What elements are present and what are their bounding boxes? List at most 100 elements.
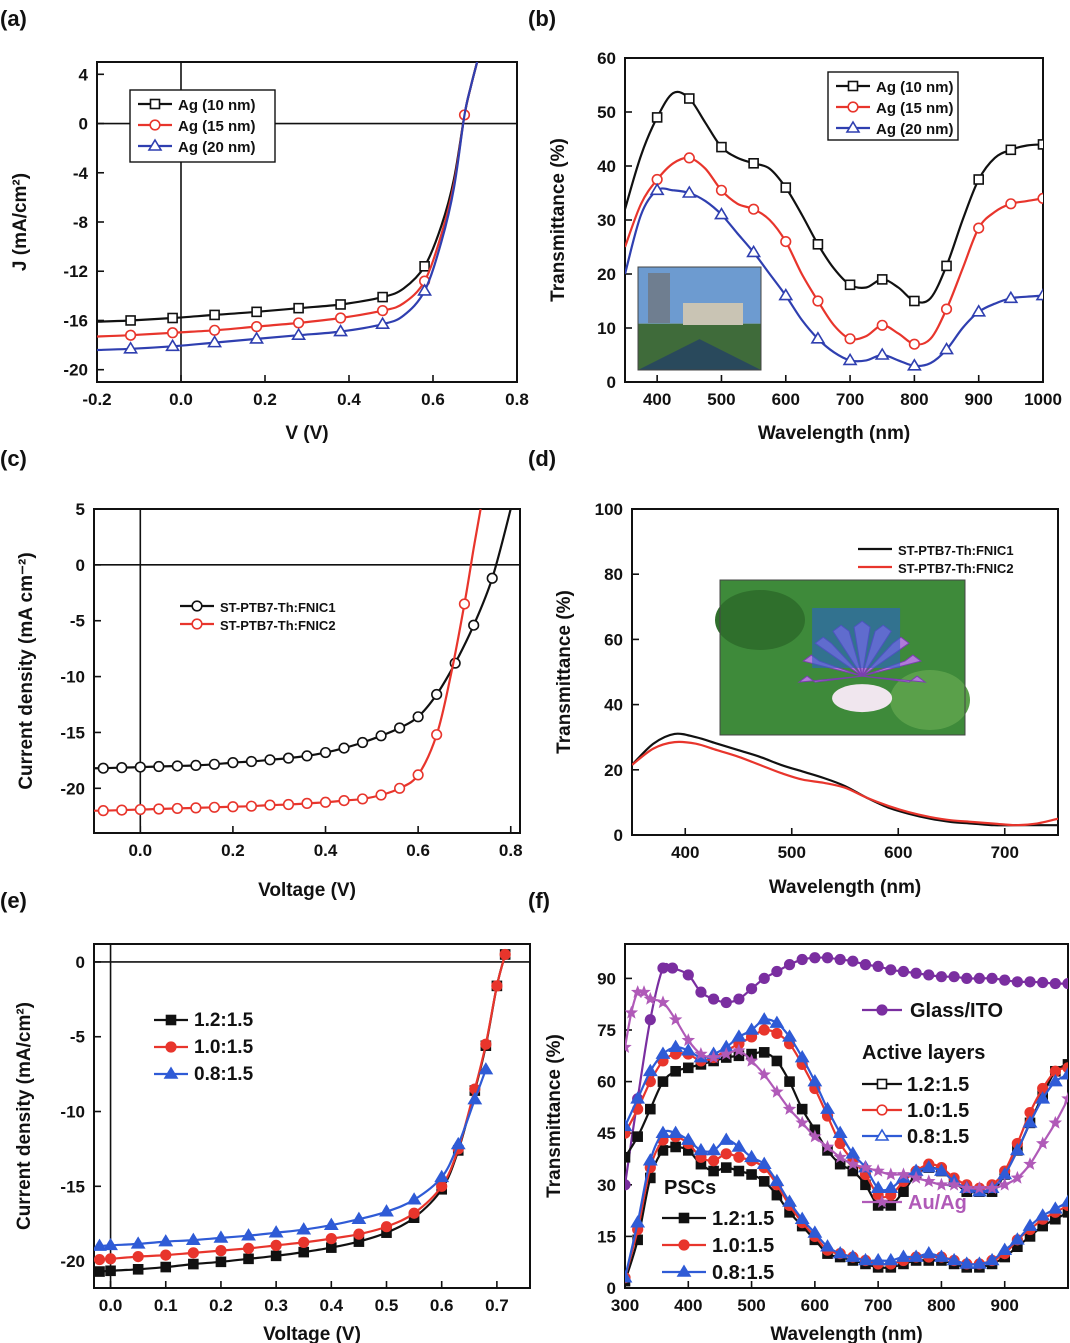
marker-square <box>149 98 161 110</box>
marker-star <box>871 1163 885 1177</box>
marker-circle <box>338 794 350 807</box>
marker-triangle <box>858 1252 873 1266</box>
marker-triangle <box>832 1125 848 1138</box>
marker-square <box>771 1055 783 1067</box>
marker-circle <box>1062 977 1068 990</box>
plot-frame <box>93 508 521 834</box>
panel-label-f: (f) <box>528 888 550 913</box>
marker-square <box>876 274 888 285</box>
marker-circle <box>282 752 295 764</box>
y-tick-label: 40 <box>597 157 616 176</box>
legend: Glass/ITO Active layers 1.2:1.5 1.0:1.5 0.8:… <box>662 1000 1003 1284</box>
marker-circle <box>97 762 109 774</box>
marker-triangle <box>794 1211 810 1224</box>
y-axis-label: Transmittance (%) <box>548 138 569 302</box>
marker-square <box>780 182 792 193</box>
x-axis-label: Wavelength (nm) <box>770 1324 922 1343</box>
marker-circle <box>187 1247 199 1259</box>
marker-triangle <box>165 338 181 352</box>
series-2 <box>94 1062 494 1251</box>
marker-triangle <box>971 1256 987 1269</box>
marker-triangle <box>746 244 762 258</box>
chart-panel-a: -0.2 0.0 0.2 0.4 0.6 0.8 -20 -16 -12 -8 -4 0 4 V (V) J… <box>10 61 529 444</box>
marker-circle <box>171 760 183 772</box>
marker-star <box>744 1053 759 1067</box>
x-tick-label: 400 <box>674 1296 702 1315</box>
y-tick-label: 5 <box>76 500 85 519</box>
marker-circle <box>1011 976 1023 988</box>
marker-triangle <box>744 1022 759 1035</box>
legend-label: Au/Ag <box>908 1192 967 1214</box>
marker-square <box>215 1256 227 1268</box>
y-tick-label: 30 <box>597 1176 616 1195</box>
panel-label-c: (c) <box>0 446 27 471</box>
y-tick-label: 4 <box>79 65 89 84</box>
marker-circle <box>245 755 258 768</box>
panel-label-a: (a) <box>0 6 27 31</box>
marker-circle <box>876 319 888 331</box>
x-tick-label: 600 <box>772 390 800 409</box>
marker-circle <box>940 303 953 315</box>
marker-circle <box>973 222 985 234</box>
x-tick-label: 0.4 <box>314 841 338 860</box>
marker-circle <box>872 960 884 972</box>
series-line <box>99 1069 487 1248</box>
series-line <box>99 954 507 1273</box>
marker-circle <box>356 793 369 805</box>
marker-star <box>934 1177 949 1191</box>
marker-triangle <box>478 1062 494 1075</box>
y-axis-label: Current density (mA/cm²) <box>14 1002 35 1230</box>
series-6 <box>625 1125 1068 1283</box>
series-2 <box>97 62 479 354</box>
marker-star <box>770 1084 784 1098</box>
legend: ST-PTB7-Th:FNIC1 ST-PTB7-Th:FNIC2 <box>858 543 1014 576</box>
y-tick-label: 60 <box>604 630 623 649</box>
marker-circle <box>209 324 221 336</box>
marker-circle <box>125 329 137 341</box>
marker-circle <box>707 1155 720 1167</box>
marker-circle <box>834 953 846 966</box>
marker-star <box>846 1157 860 1170</box>
marker-circle <box>935 971 948 983</box>
marker-square <box>670 1141 681 1153</box>
annotation-pscs: PSCs <box>664 1177 716 1199</box>
marker-circle <box>1037 976 1049 989</box>
marker-square <box>682 1062 694 1074</box>
plot-frame <box>624 943 1069 1289</box>
marker-circle <box>897 965 910 978</box>
marker-square <box>973 174 984 185</box>
marker-star <box>922 1174 936 1188</box>
x-tick-label: 500 <box>778 843 806 862</box>
marker-circle <box>335 312 347 324</box>
series-line <box>632 740 1058 827</box>
marker-square <box>94 1266 105 1277</box>
marker-triangle <box>163 1066 179 1079</box>
marker-triangle <box>769 1173 785 1187</box>
marker-triangle <box>680 1043 696 1056</box>
marker-circle <box>796 953 808 966</box>
marker-square <box>298 1246 310 1258</box>
marker-square <box>746 1169 757 1180</box>
marker-star <box>947 1177 961 1191</box>
marker-triangle <box>883 1180 899 1194</box>
legend-label: Ag (15 nm) <box>178 118 256 135</box>
y-tick-label: 0 <box>79 115 88 134</box>
chart-panel-e: 0.0 0.1 0.2 0.3 0.4 0.5 0.6 0.7 -20 -15 -10 -5 0 Volt… <box>14 943 531 1343</box>
x-tick-label: -0.2 <box>82 390 111 409</box>
marker-circle <box>720 996 732 1009</box>
marker-circle <box>847 955 859 967</box>
marker-circle <box>748 203 760 215</box>
chart-panel-d: 400 500 600 700 0 20 40 60 80 100 Wavelength (nm) T… <box>554 500 1059 898</box>
marker-star <box>795 1115 809 1129</box>
x-tick-label: 0.8 <box>499 841 523 860</box>
marker-triangle <box>693 1142 709 1156</box>
x-tick-label: 0.1 <box>154 1296 178 1315</box>
x-axis-label: Voltage (V) <box>263 1324 361 1343</box>
y-tick-label: -15 <box>60 723 85 742</box>
marker-circle <box>657 962 669 974</box>
x-tick-label: 1000 <box>1024 390 1062 409</box>
marker-triangle <box>642 1063 658 1077</box>
marker-circle <box>695 986 707 998</box>
marker-triangle <box>417 283 433 296</box>
